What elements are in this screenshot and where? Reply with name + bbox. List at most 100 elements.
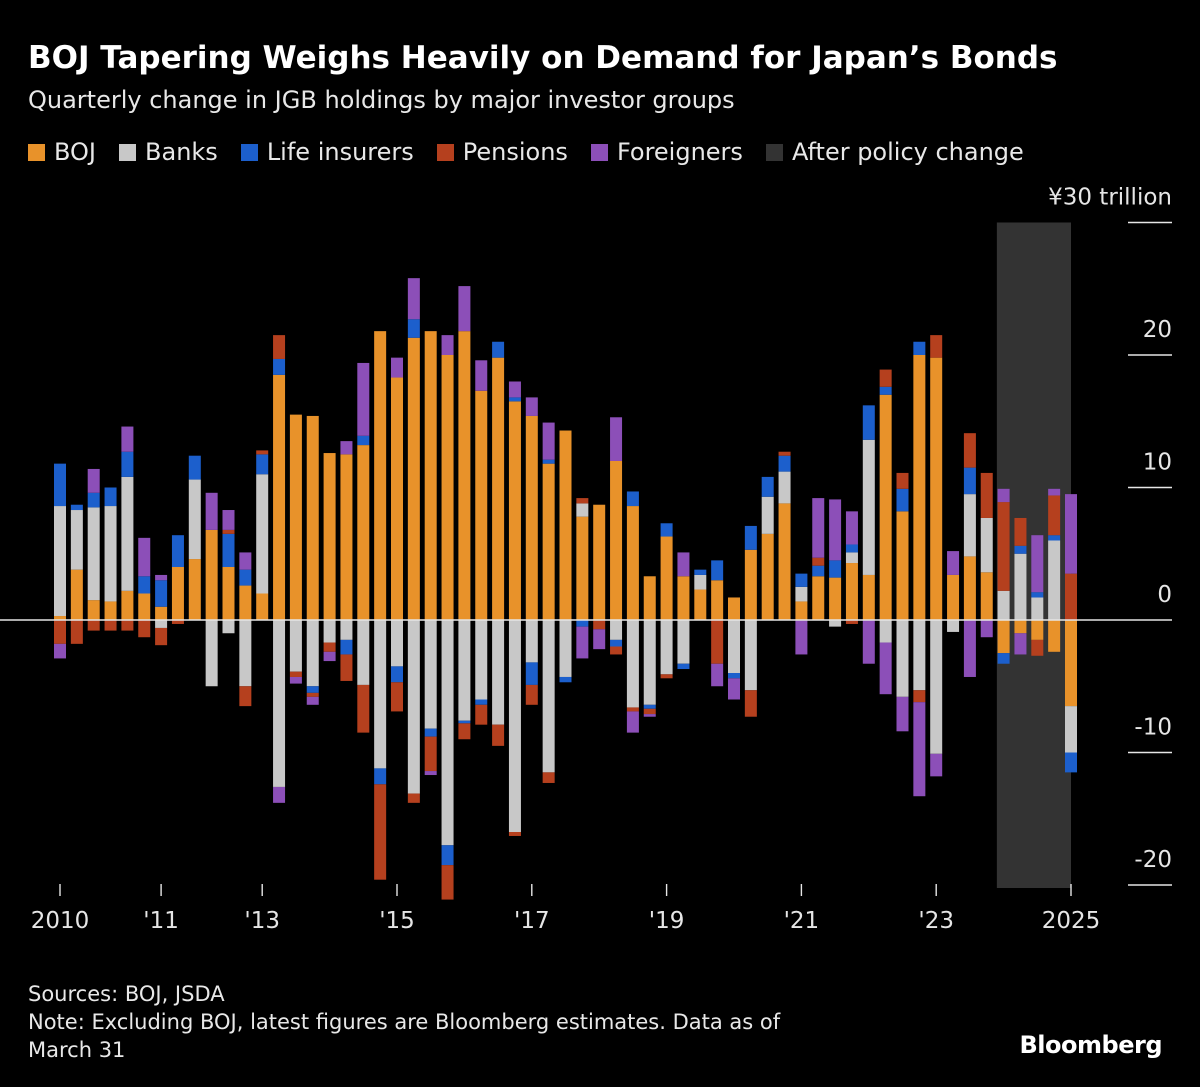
bar-foreigners [458,286,471,332]
bar-life-insurers [626,491,639,507]
bar-banks [542,620,555,773]
bar-boj [761,533,774,620]
note-text-line1: Note: Excluding BOJ, latest figures are … [28,1010,781,1034]
bar-boj [542,463,555,620]
bar-boj [879,394,892,620]
bar-boj [458,331,471,620]
x-tick-label: '17 [514,908,550,934]
bar-pensions [171,620,184,624]
legend-swatch-foreigners [590,143,608,161]
bar-pensions [391,682,403,712]
bar-life-insurers [829,560,842,578]
bar-banks [1014,553,1027,620]
bar-life-insurers [492,341,505,358]
bar-pensions [778,451,791,456]
bar-life-insurers [391,666,403,683]
bar-life-insurers [778,455,791,472]
bar-pensions [289,671,302,677]
y-tick-label: ¥30 trillion [1048,185,1172,211]
bar-banks [947,620,960,632]
bar-pensions [54,620,66,644]
bar-pensions [525,684,538,705]
bar-pensions [340,654,353,681]
bar-foreigners [391,357,403,378]
bar-foreigners [1065,494,1077,574]
bar-foreigners [54,643,66,659]
bar-banks [997,590,1010,620]
bar-pensions [374,784,387,880]
legend-item-life-insurers: Life insurers [240,138,414,166]
x-tick-label: '23 [918,908,954,934]
bar-banks [862,439,875,575]
bar-banks [155,620,168,628]
bar-life-insurers [1014,545,1027,554]
bar-boj [1065,620,1077,707]
bar-foreigners [357,362,370,436]
bar-boj [138,593,151,620]
y-tick-label: 10 [1143,450,1172,476]
legend-swatch-after-policy-change [765,143,783,161]
bar-foreigners [289,676,302,684]
bar-life-insurers [711,560,724,581]
bar-life-insurers [121,451,134,477]
bar-life-insurers [54,463,66,507]
bar-banks [1048,540,1061,620]
bar-life-insurers [256,454,269,475]
bar-foreigners [323,651,336,662]
bar-life-insurers [306,686,319,693]
bar-foreigners [845,511,858,545]
bar-banks [980,517,993,573]
legend-label-banks: Banks [145,138,218,166]
bar-foreigners [963,620,976,677]
x-tick-label: 2025 [1042,908,1101,934]
bar-boj [626,506,639,620]
bar-pensions [441,865,454,900]
legend-label-pensions: Pensions [462,138,568,166]
bar-boj [205,529,218,620]
legend-label-boj: BOJ [54,138,97,166]
bar-pensions [222,529,235,534]
bar-boj [407,337,420,620]
bar-foreigners [407,278,420,320]
legend-label-foreigners: Foreigners [616,138,743,166]
bar-boj [845,563,858,620]
bar-life-insurers [239,569,252,586]
bar-foreigners [508,381,521,398]
bar-boj [475,390,488,620]
bar-life-insurers [1065,752,1077,773]
bar-pensions [812,557,825,566]
bar-foreigners [273,786,286,803]
bar-boj [744,549,757,620]
bar-banks [222,620,235,634]
bar-boj [87,600,100,620]
bar-pensions [1014,517,1027,546]
bar-life-insurers [660,523,673,537]
bar-boj [795,601,808,620]
x-tick-label: '21 [784,908,820,934]
bar-pensions [138,620,151,638]
bar-banks [559,620,572,677]
bar-boj [424,331,437,620]
sources-text: Sources: BOJ, JSDA [28,982,225,1006]
bar-foreigners [525,397,538,416]
bar-pensions [155,627,168,646]
note-text-line2: March 31 [28,1038,126,1062]
bar-life-insurers [795,573,808,587]
bar-banks [70,510,83,570]
bar-pensions [256,450,269,455]
bar-boj [340,454,353,620]
bar-boj [239,585,252,620]
bar-boj [947,574,960,620]
bar-boj [660,536,673,620]
bar-boj [980,572,993,620]
x-tick-label: '11 [143,908,179,934]
bar-life-insurers [357,435,370,446]
bar-life-insurers [896,488,909,512]
bar-pensions [1031,639,1044,656]
bar-foreigners [829,499,842,561]
bar-foreigners [677,552,690,577]
bar-banks [407,620,420,794]
bar-banks [188,479,201,560]
bar-life-insurers [222,533,235,567]
bar-foreigners [340,441,353,455]
